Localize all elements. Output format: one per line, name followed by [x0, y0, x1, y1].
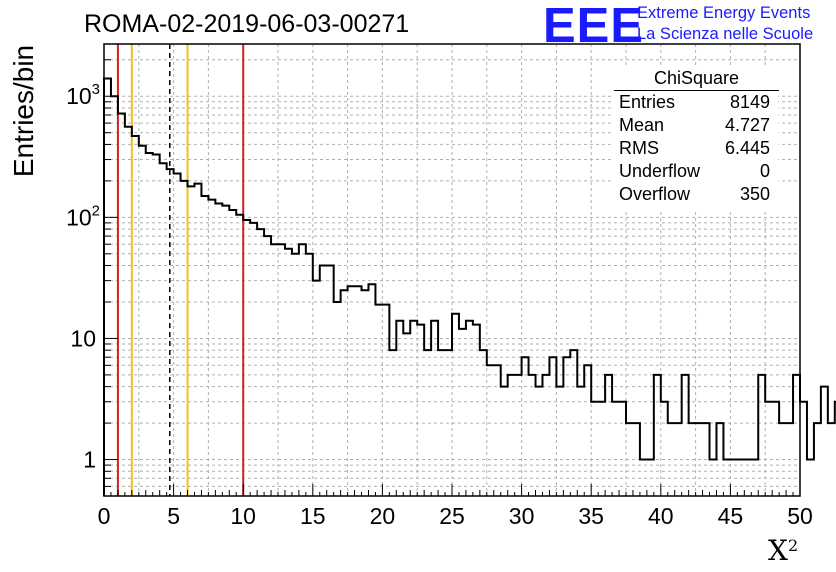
histogram-step-line: [103, 77, 836, 496]
stats-row: Underflow 0: [612, 160, 778, 183]
stats-row: Entries 8149: [612, 91, 778, 114]
x-tick-label: 10: [230, 503, 256, 529]
stats-label: Entries: [619, 92, 676, 112]
y-axis-ticks: 1 10 102 103: [66, 59, 118, 497]
logo-line-2: La Scienza nelle Scuole: [637, 25, 814, 43]
stats-label: RMS: [619, 138, 659, 158]
stats-value: 350: [739, 184, 770, 204]
x-tick-label: 50: [787, 503, 813, 529]
stats-row: RMS 6.445: [612, 137, 778, 160]
grid-lines: [104, 44, 800, 496]
x-tick-label: 0: [98, 503, 111, 529]
stats-value: 4.727: [724, 115, 770, 135]
x-axis-label-exp: 2: [787, 536, 799, 555]
logo-line-1: Extreme Energy Events: [637, 4, 811, 22]
stats-value: 0: [759, 161, 770, 181]
stats-row: Overflow 350: [612, 183, 778, 206]
y-tick-label: 10: [70, 325, 96, 351]
stats-value: 8149: [729, 92, 770, 112]
stats-row: Mean 4.727: [612, 114, 778, 137]
stats-value: 6.445: [724, 138, 770, 158]
x-tick-label: 30: [509, 503, 535, 529]
stats-label: Mean: [619, 115, 665, 135]
reference-lines: [116, 44, 245, 496]
y-tick-label: 102: [66, 202, 100, 230]
x-tick-label: 15: [300, 503, 326, 529]
stats-box: ChiSquare Entries 8149 Mean 4.727 RMS 6.445…: [612, 66, 779, 210]
x-axis-label: X2: [768, 534, 798, 567]
y-tick-label: 1: [83, 447, 96, 473]
stats-label: Underflow: [619, 161, 701, 181]
stats-title: ChiSquare: [614, 66, 779, 91]
x-tick-label: 35: [578, 503, 604, 529]
x-axis-label-base: X: [768, 534, 788, 567]
eee-logo: EEE: [543, 0, 645, 53]
x-tick-label: 20: [370, 503, 396, 529]
stats-label: Overflow: [619, 184, 691, 204]
x-tick-label: 5: [167, 503, 180, 529]
histogram-series: [103, 77, 836, 496]
y-tick-label: 103: [66, 81, 100, 109]
x-tick-label: 45: [718, 503, 744, 529]
x-tick-label: 40: [648, 503, 674, 529]
x-axis-ticks: 0 5 10 15 20 25 30 35 40 45 50: [98, 484, 813, 529]
plot-title: ROMA-02-2019-06-03-00271: [84, 10, 410, 38]
y-axis-label: Entries/bin: [8, 44, 39, 178]
x-tick-label: 25: [439, 503, 465, 529]
